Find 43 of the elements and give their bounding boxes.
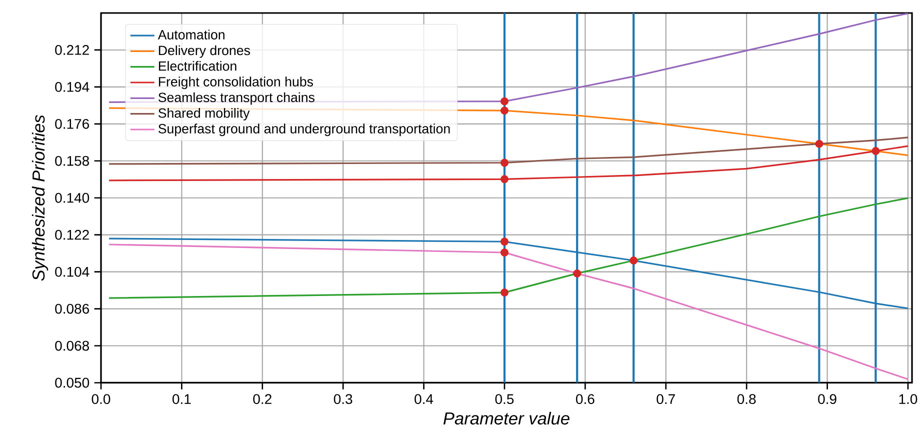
y-tick-label: 0.068 — [55, 340, 90, 351]
legend-label: Superfast ground and underground transportation — [158, 124, 450, 136]
line-series — [108, 244, 909, 380]
x-tick-label: 0.4 — [414, 394, 434, 404]
x-tick-label: 0.2 — [253, 394, 272, 404]
legend-label: Shared mobility — [158, 108, 250, 120]
x-tick-label: 0.0 — [92, 394, 110, 404]
x-tick-label: 0.8 — [737, 394, 756, 404]
point — [815, 140, 824, 148]
point — [500, 238, 508, 246]
y-tick-label: 0.194 — [55, 82, 90, 92]
x-tick-label: 0.3 — [334, 394, 352, 404]
y-tick-label: 0.086 — [55, 304, 90, 314]
point — [630, 256, 638, 265]
legend-label: Electrification — [158, 61, 236, 71]
legend-label: Automation — [158, 30, 224, 40]
x-tick-label: 0.9 — [818, 394, 836, 404]
point — [500, 106, 508, 115]
legend-label: Seamless transport chains — [158, 92, 314, 105]
x-tick-label: 0.1 — [172, 394, 191, 404]
point — [872, 147, 880, 156]
x-axis-title: Parameter value — [443, 412, 570, 425]
x-tick-label: 0.5 — [495, 394, 514, 404]
y-tick-label: 0.140 — [55, 192, 90, 203]
point — [500, 158, 508, 167]
legend-label: Freight consolidation hubs — [158, 76, 313, 90]
y-tick-label: 0.158 — [55, 156, 90, 166]
x-tick-label: 0.6 — [576, 394, 594, 404]
x-tick-label: 0.7 — [656, 394, 675, 404]
y-tick-label: 0.212 — [55, 45, 89, 55]
y-tick-label: 0.176 — [55, 118, 90, 129]
y-tick-label: 0.122 — [55, 230, 89, 240]
legend-label: Delivery drones — [158, 45, 250, 58]
point — [500, 288, 508, 297]
line-series — [108, 197, 909, 299]
point — [573, 269, 582, 278]
y-axis-title: Synthesized Priorities — [32, 114, 48, 281]
point — [500, 248, 508, 257]
y-tick-label: 0.050 — [55, 378, 90, 388]
point — [500, 97, 508, 106]
y-tick-label: 0.104 — [55, 266, 90, 277]
point — [500, 175, 508, 184]
x-tick-label: 1.0 — [899, 394, 918, 404]
